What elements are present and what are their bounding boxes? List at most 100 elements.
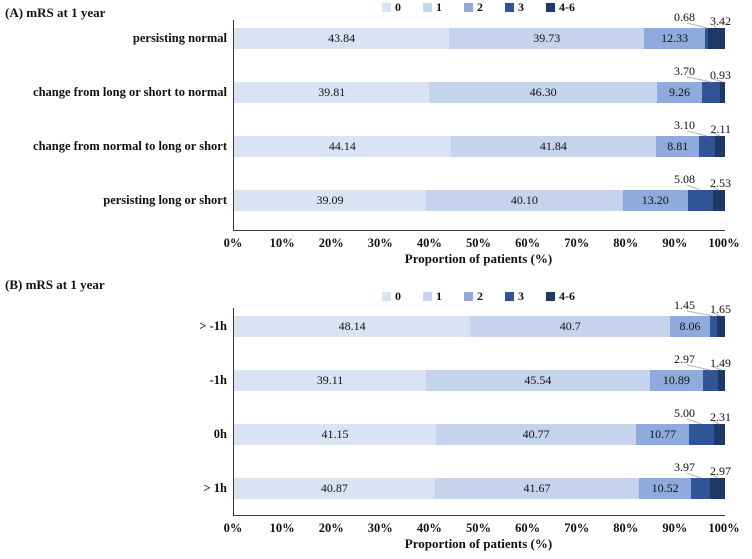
category-label: > -1h [199, 319, 227, 333]
bar-segment-3 [689, 424, 714, 445]
x-tick-label: 40% [416, 236, 442, 250]
category-label: change from long or short to normal [33, 85, 227, 99]
callout-value-4-6: 1.49 [710, 356, 731, 370]
chart-b-mrs-stacked-bar: (B) mRS at 1 year 0 1 2 3 4-6 > -1h 48.14 40.7… [0, 272, 752, 559]
bar-segment-1: 40.77 [436, 424, 637, 445]
bar-segment-0: 41.15 [234, 424, 437, 445]
bar-segment-1: 41.67 [434, 478, 640, 499]
legend-label: 3 [518, 0, 524, 14]
bar-segment-1: 40.10 [425, 190, 623, 211]
x-tick-label: 100% [708, 521, 740, 535]
bar-row: 0h 41.15 40.77 10.77 5.00 2.31 [214, 407, 731, 445]
segment-value-label: 41.67 [523, 481, 551, 495]
bar-segment-2: 10.77 [636, 424, 690, 445]
segment-value-label: 41.15 [321, 427, 349, 441]
legend-item-0: 0 [382, 0, 401, 14]
category-label: > 1h [203, 481, 227, 495]
callout-value-4-6: 3.42 [710, 14, 731, 28]
bar-row: > -1h 48.14 40.7 8.06 1.45 1.65 [199, 299, 731, 337]
bar-segment-4-6 [708, 28, 725, 49]
legend-item-3: 3 [505, 0, 524, 14]
segment-value-label: 39.73 [533, 31, 561, 45]
x-tick-label: 80% [613, 521, 639, 535]
bar-segment-3 [703, 370, 718, 391]
segment-value-label: 46.30 [529, 85, 557, 99]
x-tick-label: 80% [613, 236, 639, 250]
callout-value-3: 3.10 [674, 118, 695, 132]
legend-swatch-3 [505, 291, 514, 301]
stacked-bar: 39.09 40.10 13.20 [234, 190, 725, 211]
segment-value-label: 39.81 [318, 85, 346, 99]
segment-value-label: 12.33 [661, 31, 689, 45]
segment-value-label: 40.77 [522, 427, 550, 441]
stacked-bar: 39.81 46.30 9.26 [234, 82, 725, 103]
stacked-bar: 48.14 40.7 8.06 [234, 316, 725, 337]
x-tick-label: 30% [367, 521, 393, 535]
bar-segment-4-6 [714, 136, 725, 157]
bar-segment-4-6 [712, 190, 725, 211]
segment-value-label: 9.26 [669, 85, 690, 99]
legend-label: 2 [477, 0, 483, 14]
x-tick-label: 20% [318, 521, 344, 535]
segment-value-label: 10.89 [662, 373, 690, 387]
legend-label: 0 [395, 289, 401, 303]
legend-item-1: 1 [423, 289, 442, 303]
bar-row: -1h 39.11 45.54 10.89 2.97 1.49 [210, 353, 731, 391]
segment-value-label: 40.87 [320, 481, 348, 495]
segment-value-label: 45.54 [524, 373, 552, 387]
bar-segment-0: 43.84 [234, 28, 450, 49]
segment-value-label: 48.14 [338, 319, 366, 333]
bar-segment-3 [699, 136, 715, 157]
bar-segment-2: 10.52 [639, 478, 691, 499]
bar-segment-0: 39.81 [234, 82, 430, 103]
legend-item-1: 1 [423, 0, 442, 14]
legend-label: 0 [395, 0, 401, 14]
x-tick-label: 10% [269, 236, 295, 250]
bar-segment-1: 40.7 [470, 316, 671, 337]
category-label: change from normal to long or short [33, 139, 227, 153]
x-tick-label: 0% [223, 521, 243, 535]
stacked-bar: 41.15 40.77 10.77 [234, 424, 725, 445]
legend-swatch-2 [464, 291, 473, 301]
legend-item-2: 2 [464, 289, 483, 303]
segment-value-label: 13.20 [641, 193, 669, 207]
callout-value-4-6: 2.11 [710, 122, 731, 136]
chart-b-plot-area: > -1h 48.14 40.7 8.06 1.45 1.65 -1h 39.11 45.54 1… [199, 299, 731, 516]
chart-a-title: (A) mRS at 1 year [5, 5, 106, 20]
chart-a-legend: 0 1 2 3 4-6 [233, 0, 724, 14]
callout-value-3: 2.97 [674, 352, 695, 366]
stacked-bar: 44.14 41.84 8.81 [234, 136, 725, 157]
bar-segment-4-6 [713, 424, 725, 445]
legend-label: 1 [436, 289, 442, 303]
bar-row: change from normal to long or short 44.14… [33, 119, 731, 157]
chart-a-mrs-stacked-bar: (A) mRS at 1 year 0 1 2 3 4-6 persisting nor… [0, 0, 752, 272]
bar-segment-0: 44.14 [234, 136, 451, 157]
segment-value-label: 40.7 [559, 319, 581, 333]
bar-segment-2: 10.89 [649, 370, 704, 391]
legend-label: 2 [477, 289, 483, 303]
legend-label: 4-6 [559, 289, 575, 303]
bar-segment-1: 39.73 [449, 28, 645, 49]
bar-segment-3 [704, 28, 709, 49]
callout-value-3: 0.68 [674, 10, 695, 24]
segment-value-label: 43.84 [328, 31, 356, 45]
callout-value-4-6: 0.93 [710, 68, 731, 82]
bar-segment-3 [690, 478, 711, 499]
segment-value-label: 8.06 [679, 319, 701, 333]
x-tick-label: 90% [662, 521, 688, 535]
callout-value-3: 1.45 [674, 298, 695, 312]
chart-a-plot-area: persisting normal 43.84 39.73 12.33 0.68 3.42… [33, 11, 731, 231]
category-label: -1h [209, 373, 227, 387]
x-tick-label: 30% [367, 236, 393, 250]
bar-segment-2: 8.81 [656, 136, 700, 157]
stacked-bar: 39.11 45.54 10.89 [234, 370, 725, 391]
x-tick-label: 60% [515, 236, 541, 250]
x-tick-label: 20% [318, 236, 344, 250]
category-label: persisting normal [132, 31, 227, 45]
bar-segment-2: 9.26 [656, 82, 703, 103]
bar-segment-1: 46.30 [429, 82, 657, 103]
bar-segment-0: 39.09 [234, 190, 426, 211]
bar-row: > 1h 40.87 41.67 10.52 3.97 2.97 [204, 461, 731, 499]
x-tick-label: 40% [416, 521, 442, 535]
